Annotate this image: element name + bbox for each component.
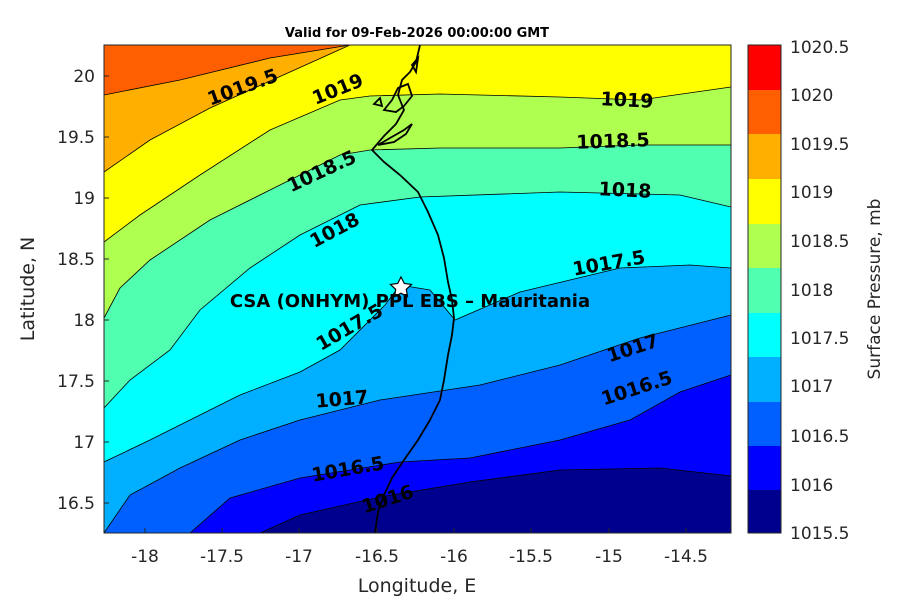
y-tick-label: 17 (73, 433, 95, 453)
contour-label: 1019 (600, 88, 654, 113)
colorbar-tick-label: 1016 (790, 476, 833, 496)
x-tick-label: -17 (285, 547, 313, 567)
colorbar-tick-label: 1020.5 (790, 38, 849, 58)
y-tick: 18 (73, 311, 109, 331)
x-tick: -17.5 (200, 528, 244, 567)
colorbar-segment (748, 90, 781, 134)
colorbar-segment (748, 134, 781, 179)
colorbar-frame (747, 44, 782, 534)
x-tick-label: -18 (131, 547, 159, 567)
y-axis: 16.5 17 17.5 18 18.5 19 19.5 20 Latitude… (17, 67, 109, 514)
site-label: CSA (ONHYM) PPL EBS – Mauritania (230, 291, 590, 312)
colorbar-tick-label: 1018 (790, 281, 833, 301)
y-tick: 17.5 (57, 372, 109, 392)
colorbar-segment (748, 313, 781, 357)
x-axis: -18 -17.5 -17 -16.5 -16 -15.5 -15 -14.5 … (131, 528, 708, 597)
y-tick-label: 16.5 (57, 494, 95, 514)
colorbar-tick-label: 1018.5 (790, 232, 849, 252)
contour-label: 1017 (315, 386, 370, 413)
colorbar-segment (748, 179, 781, 224)
colorbar: 1015.5 1016 1016.5 1017 1017.5 1018 1018… (747, 38, 885, 544)
colorbar-tick-label: 1015.5 (790, 524, 849, 544)
contour-lines (104, 45, 731, 533)
contour-field (104, 45, 731, 533)
colorbar-segment (748, 357, 781, 402)
colorbar-segment (748, 446, 781, 490)
colorbar-segment (748, 402, 781, 446)
y-tick: 19 (73, 189, 109, 209)
colorbar-tick-label: 1020 (790, 86, 833, 106)
colorbar-tick-label: 1017 (790, 377, 833, 397)
x-tick: -16 (440, 528, 468, 567)
map-axes-box (103, 44, 732, 534)
colorbar-segment (748, 224, 781, 268)
x-tick: -14.5 (664, 528, 708, 567)
x-tick: -18 (131, 528, 159, 567)
colorbar-label: Surface Pressure, mb (865, 199, 885, 380)
y-tick-label: 19.5 (57, 128, 95, 148)
x-tick-label: -16 (440, 547, 468, 567)
y-tick: 18.5 (57, 250, 109, 270)
y-tick: 19.5 (57, 128, 109, 148)
colorbar-segment (748, 268, 781, 313)
y-tick-label: 19 (73, 189, 95, 209)
y-tick: 17 (73, 433, 109, 453)
x-tick-label: -14.5 (664, 547, 708, 567)
x-tick-label: -15.5 (509, 547, 553, 567)
colorbar-tick-label: 1019.5 (790, 135, 849, 155)
x-tick: -15.5 (509, 528, 553, 567)
colorbar-segment (748, 490, 781, 533)
y-tick: 16.5 (57, 494, 109, 514)
colorbar-segment (748, 45, 781, 90)
x-tick: -15 (595, 528, 623, 567)
x-tick: -17 (285, 528, 313, 567)
y-tick-label: 20 (73, 67, 95, 87)
colorbar-tick-label: 1017.5 (790, 329, 849, 349)
x-tick: -16.5 (355, 528, 399, 567)
x-axis-label: Longitude, E (358, 575, 477, 597)
site-star-marker (389, 275, 413, 298)
colorbar-tick-label: 1016.5 (790, 427, 849, 447)
colorbar-tick-label: 1019 (790, 183, 833, 203)
y-axis-label: Latitude, N (17, 237, 39, 342)
y-tick-label: 18.5 (57, 250, 95, 270)
contour-label: 1018 (598, 178, 652, 203)
y-tick-label: 18 (73, 311, 95, 331)
x-tick-label: -17.5 (200, 547, 244, 567)
y-tick-label: 17.5 (57, 372, 95, 392)
map-title: Valid for 09-Feb-2026 00:00:00 GMT (285, 26, 549, 41)
x-tick-label: -16.5 (355, 547, 399, 567)
coastline (370, 45, 455, 533)
y-tick: 20 (73, 67, 109, 87)
contour-label: 1018.5 (576, 129, 650, 154)
x-tick-label: -15 (595, 547, 623, 567)
